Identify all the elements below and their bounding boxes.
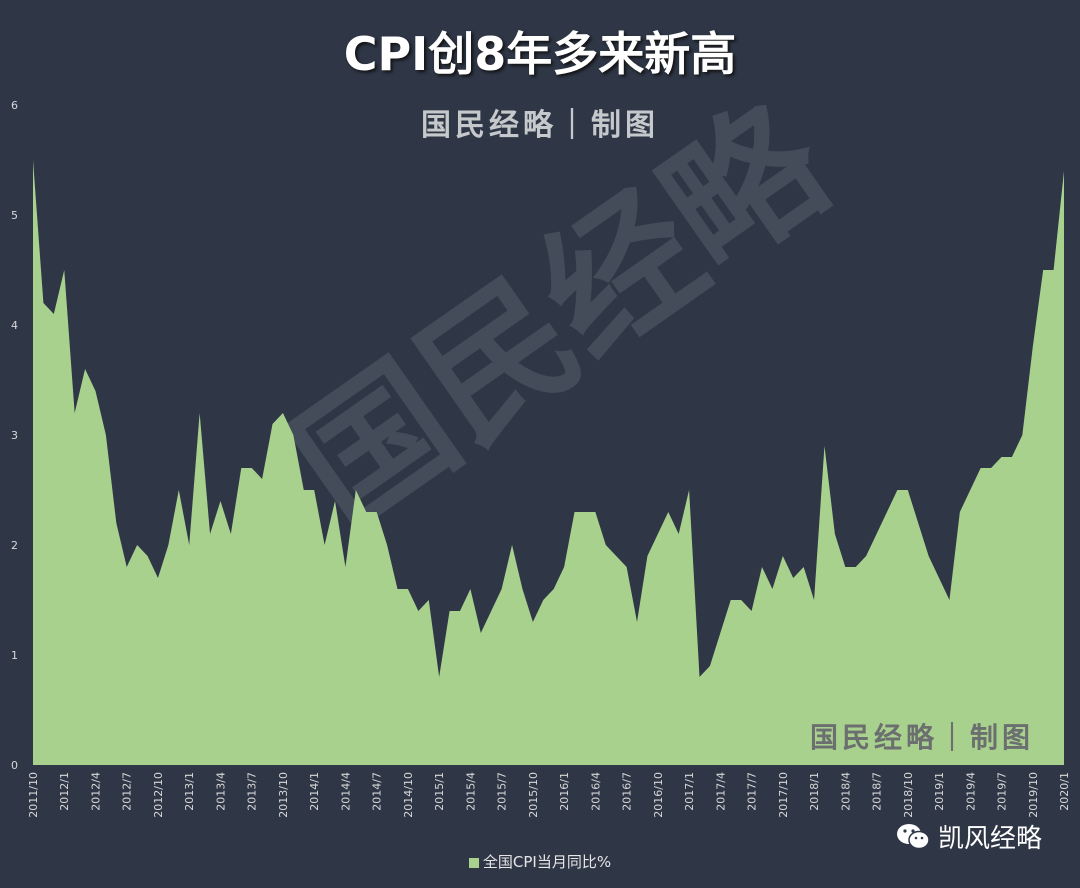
y-tick-label: 2 <box>11 539 18 552</box>
legend-label: 全国CPI当月同比% <box>482 853 612 871</box>
x-tick-label: 2015/10 <box>527 772 540 818</box>
x-tick-label: 2015/7 <box>496 772 509 811</box>
x-tick-label: 2017/7 <box>746 772 759 811</box>
x-tick-label: 2018/1 <box>808 772 821 811</box>
y-axis: 0 1 2 3 4 5 6 <box>11 99 18 772</box>
x-tick-label: 2016/7 <box>621 772 634 811</box>
credit-bottom: 国民经略｜制图 <box>810 721 1035 754</box>
y-tick-label: 4 <box>11 319 18 332</box>
x-tick-label: 2013/10 <box>277 772 290 818</box>
x-tick-label: 2012/1 <box>58 772 71 811</box>
x-tick-label: 2013/1 <box>183 772 196 811</box>
x-tick-label: 2017/4 <box>714 772 727 811</box>
x-tick-label: 2019/1 <box>933 772 946 811</box>
wechat-icon <box>897 823 930 849</box>
chart-title: CPI创8年多来新高 <box>343 27 737 81</box>
brand: 凯风经略 <box>896 818 1042 855</box>
x-tick-label: 2018/4 <box>839 772 852 811</box>
x-tick-label: 2012/4 <box>89 772 102 811</box>
x-tick-label: 2019/10 <box>1027 772 1040 818</box>
x-tick-label: 2012/10 <box>152 772 165 818</box>
x-tick-label: 2017/10 <box>777 772 790 818</box>
y-tick-label: 1 <box>11 649 18 662</box>
x-tick-label: 2014/10 <box>402 772 415 818</box>
x-tick-label: 2018/10 <box>902 772 915 818</box>
x-tick-label: 2013/4 <box>214 772 227 811</box>
x-tick-label: 2015/4 <box>464 772 477 811</box>
x-tick-label: 2014/7 <box>371 772 384 811</box>
brand-name: 凯风经略 <box>938 824 1043 854</box>
x-tick-label: 2018/7 <box>871 772 884 811</box>
y-tick-label: 0 <box>11 759 18 772</box>
x-tick-label: 2019/4 <box>964 772 977 811</box>
x-tick-label: 2013/7 <box>246 772 259 811</box>
x-tick-label: 2019/7 <box>996 772 1009 811</box>
x-tick-label: 2014/1 <box>308 772 321 811</box>
series-area-cpi <box>33 160 1064 765</box>
x-tick-label: 2016/10 <box>652 772 665 818</box>
x-tick-label: 2012/7 <box>121 772 134 811</box>
area-layer <box>33 160 1064 765</box>
x-tick-label: 2016/4 <box>589 772 602 811</box>
x-tick-label: 2011/10 <box>27 772 40 818</box>
x-tick-label: 2014/4 <box>339 772 352 811</box>
y-tick-label: 3 <box>11 429 18 442</box>
x-tick-label: 2016/1 <box>558 772 571 811</box>
credit-top: 国民经略｜制图 <box>421 108 659 143</box>
y-tick-label: 5 <box>11 209 18 222</box>
x-tick-label: 2020/1 <box>1058 772 1071 811</box>
y-tick-label: 6 <box>11 99 18 112</box>
x-tick-label: 2015/1 <box>433 772 446 811</box>
x-axis: 2011/10 2012/1 2012/4 2012/7 2012/10 2013/1 20… <box>27 772 1071 818</box>
x-tick-label: 2017/1 <box>683 772 696 811</box>
legend-swatch <box>468 857 479 868</box>
legend: 全国CPI当月同比% <box>0 851 1080 872</box>
